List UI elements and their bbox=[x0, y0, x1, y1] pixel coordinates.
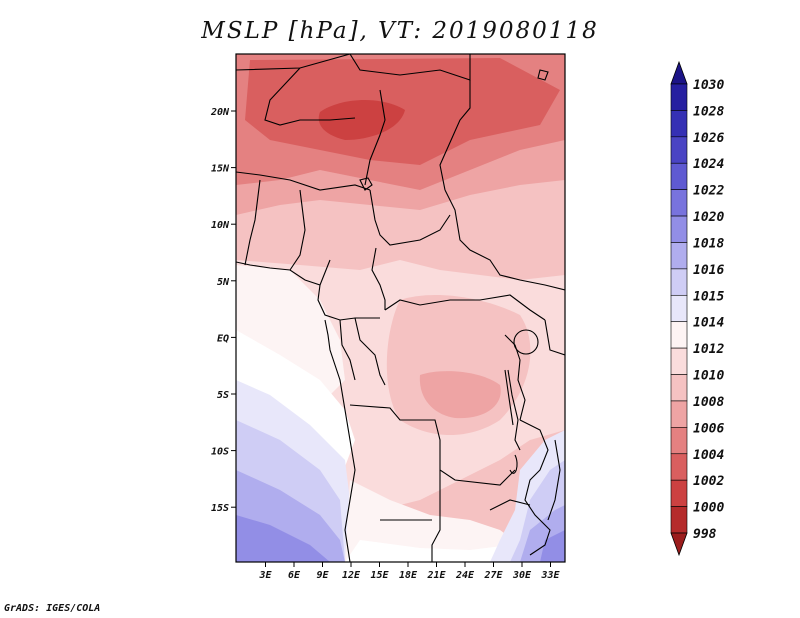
colorbar-segment bbox=[670, 268, 688, 296]
colorbar-segment bbox=[670, 374, 688, 402]
colorbar-segment bbox=[670, 347, 688, 375]
colorbar-label: 1012 bbox=[693, 342, 724, 357]
lon-tick-label: 27E bbox=[483, 570, 503, 581]
latitude-axis: 20N 15N 10N 5N EQ 5S 10S 15S bbox=[210, 107, 236, 514]
colorbar-segment bbox=[670, 479, 688, 507]
lat-tick-label: 10S bbox=[211, 447, 229, 458]
colorbar-min-arrow bbox=[670, 532, 688, 557]
colorbar-segment bbox=[670, 294, 688, 323]
colorbar-label: 1015 bbox=[693, 289, 724, 304]
colorbar-segment bbox=[670, 110, 688, 138]
lon-tick-label: 15E bbox=[370, 570, 389, 581]
colorbar-label: 1028 bbox=[693, 104, 724, 119]
colorbar-label: 1010 bbox=[693, 369, 724, 384]
lon-tick-label: 24E bbox=[455, 570, 475, 581]
colorbar-segment bbox=[670, 242, 688, 270]
lon-tick-label: 33E bbox=[540, 570, 560, 581]
lon-tick-label: 3E bbox=[258, 570, 272, 581]
grads-credit: GrADS: IGES/COLA bbox=[4, 603, 101, 614]
colorbar-label: 1030 bbox=[693, 78, 724, 93]
lon-tick-label: 21E bbox=[426, 570, 446, 581]
colorbar-label: 1024 bbox=[693, 157, 724, 172]
country-borders bbox=[236, 54, 565, 562]
lon-tick-label: 12E bbox=[342, 570, 361, 581]
colorbar: 1030 1028 1026 1024 1022 1020 1018 1016 1015 1014… bbox=[670, 60, 724, 557]
lon-tick-label: 6E bbox=[288, 570, 301, 581]
colorbar-segment bbox=[670, 400, 688, 428]
lon-tick-label: 9E bbox=[316, 570, 329, 581]
colorbar-label: 1016 bbox=[693, 263, 724, 278]
map-title: MSLP [hPa], VT: 2019080118 bbox=[201, 18, 599, 44]
colorbar-segment bbox=[670, 189, 688, 217]
colorbar-label: 1018 bbox=[693, 236, 724, 251]
lat-tick-label: 5N bbox=[217, 277, 230, 288]
colorbar-label: 1006 bbox=[693, 421, 724, 436]
colorbar-label: 1002 bbox=[693, 474, 724, 489]
colorbar-segment bbox=[670, 83, 688, 111]
colorbar-segment bbox=[670, 215, 688, 243]
colorbar-label: 1014 bbox=[693, 316, 724, 331]
colorbar-label: 1004 bbox=[693, 448, 724, 463]
lat-tick-label: EQ bbox=[217, 333, 229, 344]
pressure-field bbox=[236, 54, 565, 562]
lat-tick-label: 20N bbox=[210, 107, 230, 118]
lat-tick-label: 5S bbox=[217, 390, 229, 401]
colorbar-max-arrow bbox=[670, 60, 688, 85]
lon-tick-label: 30E bbox=[512, 570, 532, 581]
colorbar-label: 1026 bbox=[693, 131, 724, 146]
colorbar-segment bbox=[670, 453, 688, 481]
colorbar-segment bbox=[670, 506, 688, 534]
lon-tick-label: 18E bbox=[399, 570, 418, 581]
colorbar-label: 1020 bbox=[693, 210, 724, 225]
colorbar-label: 1022 bbox=[693, 184, 724, 199]
colorbar-label: 1000 bbox=[693, 501, 724, 516]
lat-tick-label: 15S bbox=[211, 503, 229, 514]
longitude-axis: 3E 6E 9E 12E 15E 18E 21E 24E 27E 30E 33E bbox=[258, 562, 561, 581]
lat-tick-label: 15N bbox=[211, 164, 230, 175]
colorbar-label: 998 bbox=[693, 527, 717, 542]
colorbar-segment bbox=[670, 136, 688, 164]
lat-tick-label: 10N bbox=[211, 220, 230, 231]
colorbar-segment bbox=[670, 427, 688, 455]
colorbar-segment bbox=[670, 162, 688, 190]
map-frame bbox=[235, 53, 566, 563]
colorbar-segment bbox=[670, 321, 688, 349]
colorbar-label: 1008 bbox=[693, 395, 724, 410]
lake-outlines bbox=[359, 69, 549, 474]
